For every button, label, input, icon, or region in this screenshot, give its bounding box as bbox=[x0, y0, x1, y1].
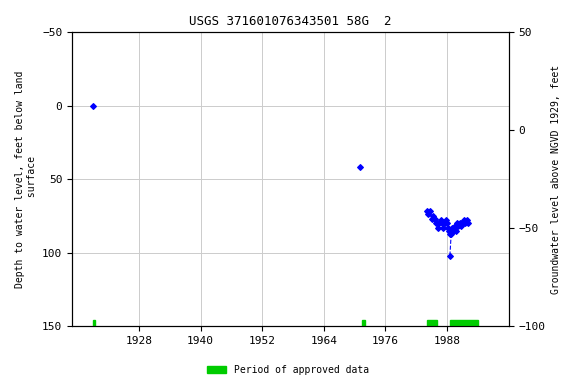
Point bbox=[430, 216, 439, 222]
Point bbox=[423, 211, 433, 217]
Point bbox=[436, 217, 445, 223]
Point bbox=[431, 220, 441, 226]
Point bbox=[445, 230, 454, 237]
Bar bbox=[362, 320, 365, 326]
Point bbox=[454, 223, 463, 229]
Point bbox=[441, 217, 450, 223]
Y-axis label: Depth to water level, feet below land
 surface: Depth to water level, feet below land su… bbox=[15, 70, 37, 288]
Point bbox=[448, 225, 457, 231]
Point bbox=[457, 223, 466, 229]
Point bbox=[442, 220, 452, 226]
Point bbox=[455, 220, 464, 226]
Point bbox=[355, 164, 365, 170]
Point bbox=[429, 213, 438, 219]
Bar bbox=[450, 320, 478, 326]
Point bbox=[444, 225, 453, 231]
Point bbox=[426, 209, 435, 215]
Point bbox=[446, 230, 456, 237]
Bar bbox=[93, 320, 95, 326]
Point bbox=[435, 220, 444, 226]
Point bbox=[439, 225, 448, 231]
Point bbox=[445, 228, 454, 234]
Point bbox=[460, 217, 469, 223]
Point bbox=[462, 217, 471, 223]
Point bbox=[88, 103, 97, 109]
Title: USGS 371601076343501 58G  2: USGS 371601076343501 58G 2 bbox=[189, 15, 392, 28]
Point bbox=[460, 220, 469, 226]
Point bbox=[422, 209, 431, 215]
Point bbox=[445, 253, 454, 259]
Point bbox=[427, 216, 436, 222]
Point bbox=[452, 228, 461, 234]
Point bbox=[458, 220, 467, 226]
Point bbox=[463, 220, 472, 226]
Point bbox=[450, 223, 460, 229]
Legend: Period of approved data: Period of approved data bbox=[203, 361, 373, 379]
Point bbox=[453, 220, 462, 226]
Point bbox=[449, 228, 458, 234]
Point bbox=[437, 220, 446, 226]
Y-axis label: Groundwater level above NGVD 1929, feet: Groundwater level above NGVD 1929, feet bbox=[551, 65, 561, 294]
Point bbox=[440, 220, 449, 226]
Point bbox=[433, 225, 442, 231]
Bar bbox=[427, 320, 437, 326]
